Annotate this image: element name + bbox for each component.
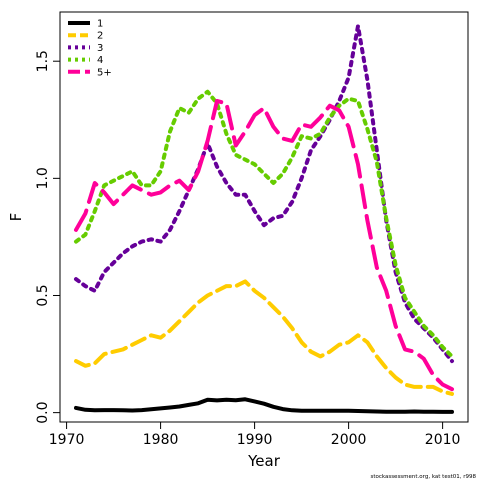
series-layer <box>74 24 454 414</box>
series-line-1 <box>74 397 454 414</box>
series-line-4 <box>74 89 454 359</box>
x-tick-label: 1980 <box>143 432 179 448</box>
y-tick-label: 1.0 <box>35 167 51 189</box>
legend-label-5: 5+ <box>97 67 112 78</box>
x-tick-label: 2000 <box>331 432 367 448</box>
legend-label-4: 4 <box>97 55 103 66</box>
y-tick-label: 1.5 <box>35 50 51 72</box>
axes-layer: 1970 1980 1990 2000 2010 0.0 0.5 1.0 1.5 <box>35 50 460 448</box>
legend-label-3: 3 <box>97 43 103 54</box>
footer-credit: stockassessment.org, kat test01, r998 <box>370 474 476 480</box>
series-line-2 <box>74 279 454 396</box>
legend-label-1: 1 <box>97 19 103 30</box>
plot-frame <box>59 11 469 423</box>
y-axis-title: F <box>7 213 25 222</box>
y-tick-label: 0.0 <box>35 401 51 423</box>
legend-label-2: 2 <box>97 31 103 42</box>
series-line-5 <box>74 99 454 392</box>
y-tick-label: 0.5 <box>35 284 51 306</box>
x-tick-label: 1970 <box>49 432 85 448</box>
series-line-3 <box>74 24 454 364</box>
x-tick-label: 2010 <box>425 432 461 448</box>
x-tick-label: 1990 <box>237 432 273 448</box>
x-axis-title: Year <box>247 452 281 470</box>
